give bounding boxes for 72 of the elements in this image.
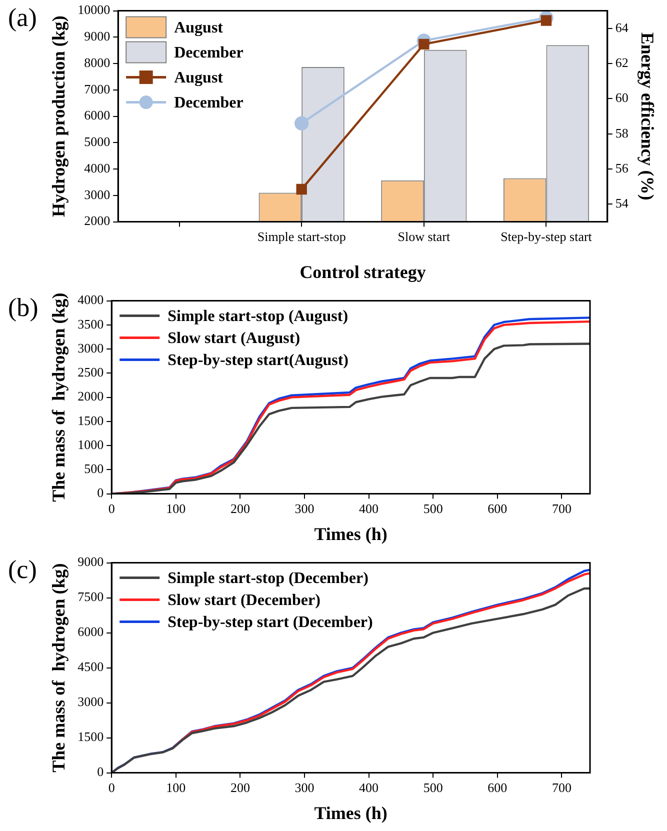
- x-tick-label: Slow start: [398, 229, 450, 244]
- x-tick-label: 600: [488, 501, 508, 516]
- y2-tick-label: 58: [615, 125, 628, 140]
- x-tick-label: 400: [359, 780, 379, 796]
- y-tick-label: 9000: [78, 554, 104, 570]
- y-tick-label: 1500: [78, 729, 104, 744]
- chart-title: (a): [8, 2, 37, 32]
- y2-axis-title: Energy efficiency (%): [638, 32, 658, 200]
- x-axis-title: Control strategy: [300, 262, 426, 282]
- y-tick-label: 3500: [78, 316, 104, 332]
- chart-title: (b): [8, 292, 38, 322]
- chart-title: (c): [8, 554, 37, 584]
- legend-label: Step-by-step start (December): [168, 614, 373, 631]
- y-tick-label: 7000: [84, 81, 110, 96]
- y-tick-label: 9000: [84, 28, 110, 44]
- x-tick-label: 200: [230, 780, 250, 796]
- legend-label: December: [174, 44, 244, 62]
- legend-label: Simple start-stop (August): [168, 308, 348, 325]
- y-tick-label: 6000: [84, 108, 110, 123]
- y2-tick-label: 60: [615, 90, 628, 106]
- x-tick-label: 500: [423, 780, 443, 796]
- x-axis-title: Times (h): [314, 524, 388, 544]
- y-axis-title: Hydrogen production (kg): [48, 16, 68, 217]
- y-tick-label: 8000: [84, 54, 110, 70]
- legend-label: Slow start (August): [168, 330, 300, 347]
- y-tick-label: 3000: [84, 186, 110, 202]
- y-tick-label: 6000: [78, 624, 104, 640]
- legend-label: Simple start-stop (December): [168, 570, 368, 587]
- legend-label: December: [174, 94, 244, 112]
- y2-tick-label: 56: [615, 160, 629, 176]
- y-tick-label: 3000: [78, 340, 104, 356]
- y-tick-label: 3000: [78, 694, 104, 710]
- x-axis-title: Times (h): [314, 802, 388, 823]
- y2-tick-label: 54: [615, 196, 629, 211]
- x-tick-label: Simple start-stop: [257, 229, 346, 244]
- legend-label: August: [174, 69, 224, 86]
- x-tick-label: 200: [230, 501, 250, 516]
- y-tick-label: 2000: [84, 213, 110, 228]
- x-tick-label: 700: [552, 501, 572, 516]
- y-axis-title: The mass of hydrogen (kg): [48, 292, 68, 502]
- x-tick-label: 700: [552, 780, 572, 796]
- x-tick-label: 100: [166, 501, 186, 516]
- y-tick-label: 0: [97, 764, 104, 780]
- point: [294, 116, 309, 130]
- y-tick-label: 4000: [78, 292, 104, 308]
- x-tick-label: 500: [423, 501, 443, 516]
- x-tick-label: 600: [488, 780, 508, 796]
- y-axis-title: The mass of hydrogen (kg): [48, 563, 68, 772]
- y-tick-label: 1000: [78, 436, 104, 452]
- legend-label: Slow start (December): [168, 592, 320, 609]
- y-tick-label: 500: [84, 461, 104, 476]
- y2-tick-label: 64: [615, 20, 629, 35]
- y-tick-label: 2000: [78, 388, 104, 404]
- y-tick-label: 1500: [78, 412, 104, 428]
- y-tick-label: 10000: [78, 2, 110, 18]
- y-tick-label: 4000: [84, 160, 110, 176]
- y-tick-label: 5000: [84, 134, 110, 150]
- y-tick-label: 7500: [78, 589, 104, 604]
- y-tick-label: 2500: [78, 364, 104, 380]
- point: [540, 15, 552, 26]
- x-tick-label: 300: [294, 501, 314, 516]
- x-tick-label: 100: [166, 780, 186, 796]
- y-tick-label: 4500: [78, 659, 104, 674]
- x-tick-label: 300: [294, 780, 314, 796]
- point: [296, 184, 307, 195]
- point: [418, 38, 430, 50]
- legend-label: Step-by-step start(August): [168, 352, 348, 369]
- y-tick-label: 0: [97, 485, 104, 500]
- x-tick-label: 400: [359, 501, 379, 516]
- legend-label: August: [174, 19, 224, 36]
- y2-tick-label: 62: [615, 54, 628, 70]
- x-tick-label: Step-by-step start: [500, 229, 592, 244]
